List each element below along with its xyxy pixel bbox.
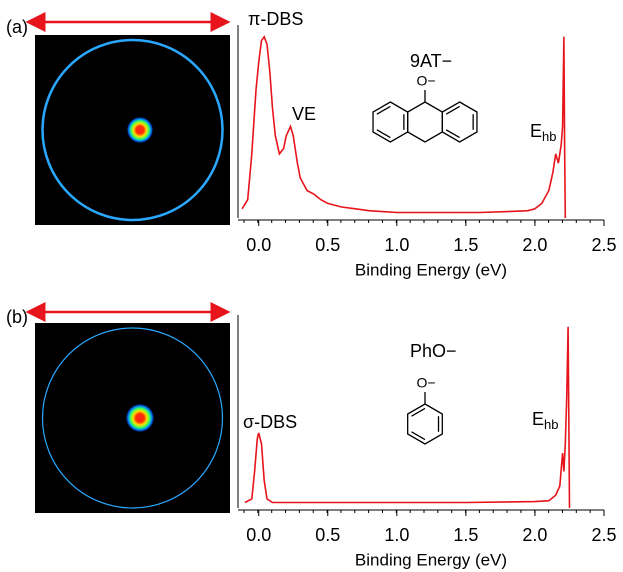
annotation: Ehb	[532, 409, 558, 433]
annotation-text: E	[532, 409, 544, 429]
annotation: σ-DBS	[243, 412, 297, 432]
double-bond	[411, 431, 426, 441]
annotation-text: VE	[292, 104, 316, 124]
double-bond	[376, 129, 391, 139]
x-tick-label: 1.0	[384, 525, 409, 545]
ring-bond	[372, 101, 409, 143]
x-tick-label: 1.5	[453, 235, 478, 255]
ring-bond	[441, 101, 478, 143]
image-ring	[41, 38, 224, 222]
ring-bond	[407, 403, 443, 445]
x-tick-label: 1.0	[384, 235, 409, 255]
panel-label: (a)	[6, 17, 28, 37]
x-tick-label: 0.0	[246, 235, 271, 255]
x-tick-label: 2.5	[591, 525, 616, 545]
annotation-text: σ-DBS	[243, 412, 297, 432]
annotation-text: π-DBS	[248, 9, 303, 29]
annotation-subscript: hb	[544, 417, 558, 432]
image-ring	[41, 327, 224, 509]
panel-label: (b)	[6, 307, 28, 327]
x-tick-label: 2.0	[522, 235, 547, 255]
x-tick-label: 2.5	[591, 235, 616, 255]
spectrum-line	[244, 326, 571, 509]
double-bond	[445, 129, 460, 139]
annotation: π-DBS	[248, 9, 303, 29]
ring-bond	[407, 101, 443, 143]
annotation: Ehb	[530, 121, 556, 145]
double-bond	[445, 105, 460, 115]
double-bond	[411, 407, 426, 417]
annotation-text: PhO−	[410, 341, 457, 361]
annotation-subscript: hb	[542, 129, 556, 144]
spectrum-line	[241, 35, 567, 219]
annotation: VE	[292, 104, 316, 124]
annotation: PhO−	[410, 341, 457, 361]
molecule-atom: O−	[416, 375, 435, 391]
x-tick-label: 0.5	[315, 525, 340, 545]
annotation-text: 9AT−	[410, 51, 452, 71]
x-axis-label: Binding Energy (eV)	[355, 260, 507, 279]
x-tick-label: 2.0	[522, 525, 547, 545]
image-center	[126, 404, 154, 432]
double-bond	[376, 105, 391, 115]
x-tick-label: 0.0	[246, 525, 271, 545]
x-axis-label: Binding Energy (eV)	[355, 550, 507, 569]
x-tick-label: 0.5	[315, 235, 340, 255]
x-tick-label: 1.5	[453, 525, 478, 545]
annotation-text: E	[530, 121, 542, 141]
annotation: 9AT−	[410, 51, 452, 71]
image-center	[127, 117, 153, 143]
molecule-atom: O−	[416, 73, 435, 89]
